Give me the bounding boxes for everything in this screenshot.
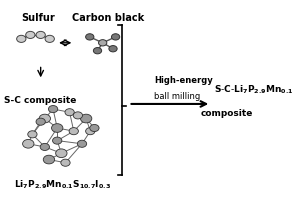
Text: High-energy: High-energy [154,76,213,85]
Circle shape [45,35,54,42]
Circle shape [80,114,92,123]
Circle shape [69,128,78,135]
Text: composite: composite [200,109,253,118]
Text: ball milling: ball milling [154,92,201,101]
Circle shape [52,137,62,144]
Text: $\mathbf{Li_7P_{2.9}Mn_{0.1}S_{10.7}I_{0.3}}$: $\mathbf{Li_7P_{2.9}Mn_{0.1}S_{10.7}I_{0… [14,179,111,191]
Circle shape [36,118,45,125]
Text: Carbon black: Carbon black [72,13,144,23]
Circle shape [61,159,70,166]
Circle shape [39,114,50,123]
Circle shape [112,34,120,40]
Circle shape [90,124,99,132]
Circle shape [28,131,37,138]
Circle shape [22,139,34,148]
Circle shape [48,106,58,113]
Circle shape [77,140,87,147]
Circle shape [36,31,45,38]
Circle shape [109,46,117,52]
Circle shape [98,40,107,46]
Circle shape [43,155,55,164]
Circle shape [65,109,74,116]
Text: Sulfur: Sulfur [21,13,55,23]
Circle shape [17,35,26,42]
Circle shape [26,31,35,38]
Circle shape [56,149,67,158]
Circle shape [85,34,94,40]
Circle shape [93,48,102,54]
Circle shape [40,143,50,150]
Text: S-C composite: S-C composite [4,96,77,105]
Circle shape [52,124,63,132]
Circle shape [73,112,83,119]
Circle shape [85,128,95,135]
Text: $\mathbf{S}$-$\mathbf{C}$-$\mathbf{Li_7P_{2.9}Mn_{0.1}}$: $\mathbf{S}$-$\mathbf{C}$-$\mathbf{Li_7P… [214,84,293,96]
